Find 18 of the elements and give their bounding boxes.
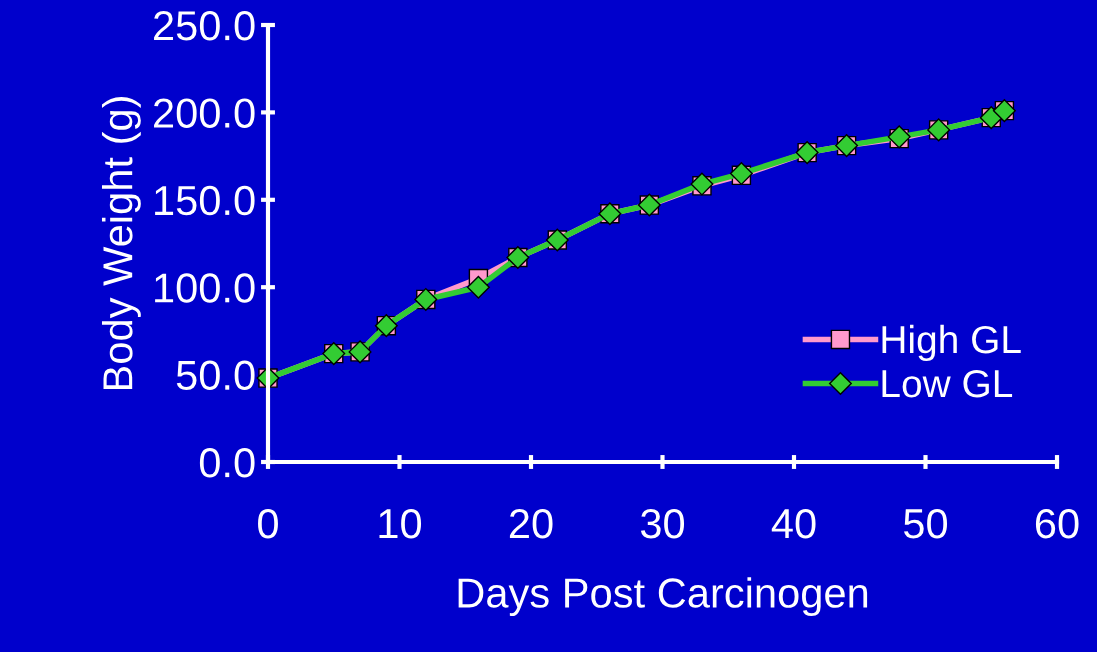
legend-label: High GL — [882, 324, 1021, 362]
x-axis-title: Days Post Carcinogen — [458, 577, 868, 617]
point — [466, 275, 490, 299]
y-tick-label: 0.0 — [199, 448, 255, 478]
y-tick-label: 50.0 — [176, 360, 255, 391]
y-tick-label: 150.0 — [155, 185, 255, 216]
y-tick-label: 200.0 — [154, 98, 255, 128]
x-tick-label: 30 — [640, 508, 685, 539]
legend-label: Low GL — [882, 369, 1013, 398]
y-tick-label: 100.0 — [155, 273, 255, 303]
x-tick-label: 0 — [258, 508, 278, 539]
x-tick-label: 20 — [509, 508, 553, 539]
x-tick-label: 50 — [904, 508, 948, 539]
x-tick-label: 40 — [771, 508, 816, 539]
x-tick-label: 60 — [1035, 508, 1079, 539]
y-axis-title: Body Weight (g) — [101, 97, 141, 390]
x-tick-label: 10 — [379, 508, 422, 539]
y-tick-label: 250.0 — [154, 11, 255, 41]
